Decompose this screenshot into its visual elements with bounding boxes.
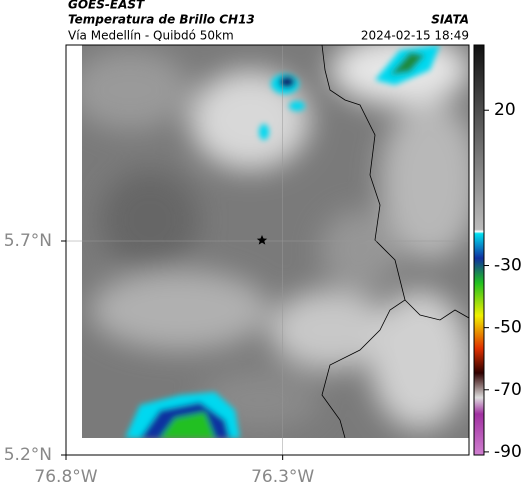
colorbar-label: -90 — [494, 442, 522, 462]
colorbar-label: 20 — [494, 100, 516, 120]
colorbar-label: -30 — [494, 256, 522, 276]
map-frame — [65, 44, 470, 456]
colorbar-label: -70 — [494, 380, 522, 400]
route: Vía Medellín - Quibdó 50km — [68, 29, 234, 43]
colorbar — [473, 44, 485, 456]
source: GOES-EAST — [68, 0, 145, 12]
lat-label: 5.2°N — [4, 445, 52, 465]
lat-label: 5.7°N — [4, 231, 52, 251]
location-marker — [256, 235, 268, 245]
colorbar-label: -50 — [494, 318, 522, 338]
satellite-image — [82, 45, 469, 438]
datetime: 2024-02-15 18:49 — [361, 29, 469, 43]
agency: SIATA — [431, 13, 469, 27]
product: Temperatura de Brillo CH13 — [68, 13, 255, 27]
lon-label: 76.3°W — [251, 467, 314, 487]
lon-label: 76.8°W — [34, 467, 97, 487]
